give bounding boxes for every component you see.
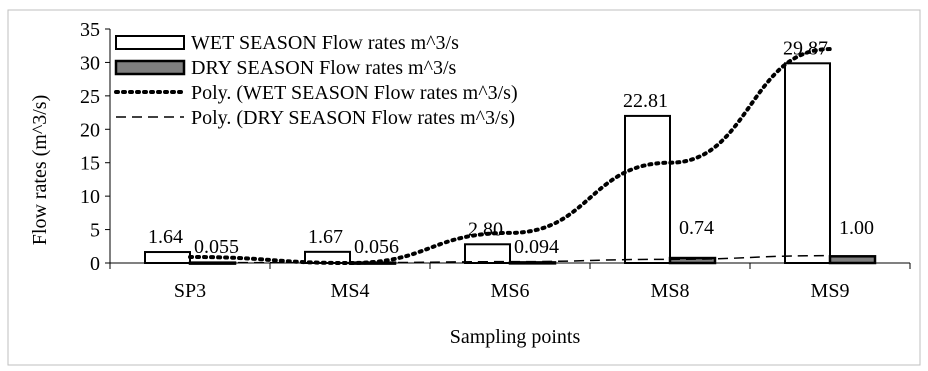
y-tick-label: 15 xyxy=(80,153,100,175)
dry-bar xyxy=(508,261,557,265)
y-axis-title: Flow rates (m^3/s) xyxy=(29,95,51,245)
dry-value-label: 1.00 xyxy=(839,217,874,239)
wet-bar xyxy=(144,251,191,265)
y-axis: 0 5 10 15 20 25 30 35 xyxy=(80,19,111,275)
wet-bar xyxy=(624,114,671,264)
dry-value-label: 0.74 xyxy=(679,217,714,239)
x-tick-label: SP3 xyxy=(174,280,206,302)
wet-value-label: 22.81 xyxy=(623,90,668,112)
legend-entry-label: WET SEASON Flow rates m^3/s xyxy=(191,32,459,54)
dry-bar xyxy=(828,255,877,265)
x-axis-title: Sampling points xyxy=(450,326,581,348)
x-tick-label: MS6 xyxy=(491,280,530,302)
wet-value-label: 1.64 xyxy=(148,226,183,248)
y-tick-label: 25 xyxy=(80,86,100,108)
y-tick-label: 0 xyxy=(90,253,100,275)
dry-bar xyxy=(668,256,717,265)
legend-entry-label: DRY SEASON Flow rates m^3/s xyxy=(191,57,457,79)
x-tick-label: MS8 xyxy=(651,280,690,302)
y-tick-label: 35 xyxy=(80,19,100,41)
y-tick-label: 20 xyxy=(80,119,100,141)
y-tick-label: 5 xyxy=(90,220,100,242)
wet-value-label: 29.87 xyxy=(783,37,828,59)
legend-entry-label: Poly. (WET SEASON Flow rates m^3/s) xyxy=(191,82,518,104)
y-tick-label: 30 xyxy=(80,52,100,74)
dry-trendline xyxy=(189,254,831,264)
x-tick-label: MS4 xyxy=(331,280,370,302)
legend-entry-label: Poly. (DRY SEASON Flow rates m^3/s) xyxy=(191,107,515,129)
legend-swatch-wet xyxy=(115,35,185,50)
wet-bar xyxy=(464,243,511,264)
trendlines xyxy=(188,47,832,266)
legend-swatch-dry xyxy=(114,59,186,76)
wet-bar xyxy=(784,62,831,264)
dry-value-label: 0.056 xyxy=(354,236,399,258)
data-labels: 1.64 0.055 1.67 0.056 2.80 0.094 22.81 0.74 29.8… xyxy=(148,37,874,258)
bars xyxy=(144,62,877,265)
dry-value-label: 0.055 xyxy=(194,236,239,258)
legend: WET SEASON Flow rates m^3/s DRY SEASON Fl… xyxy=(114,32,518,129)
dry-value-label: 0.094 xyxy=(514,236,559,258)
x-tick-label: MS9 xyxy=(811,280,850,302)
wet-value-label: 2.80 xyxy=(468,218,503,240)
wet-value-label: 1.67 xyxy=(308,226,343,248)
y-tick-label: 10 xyxy=(80,186,100,208)
